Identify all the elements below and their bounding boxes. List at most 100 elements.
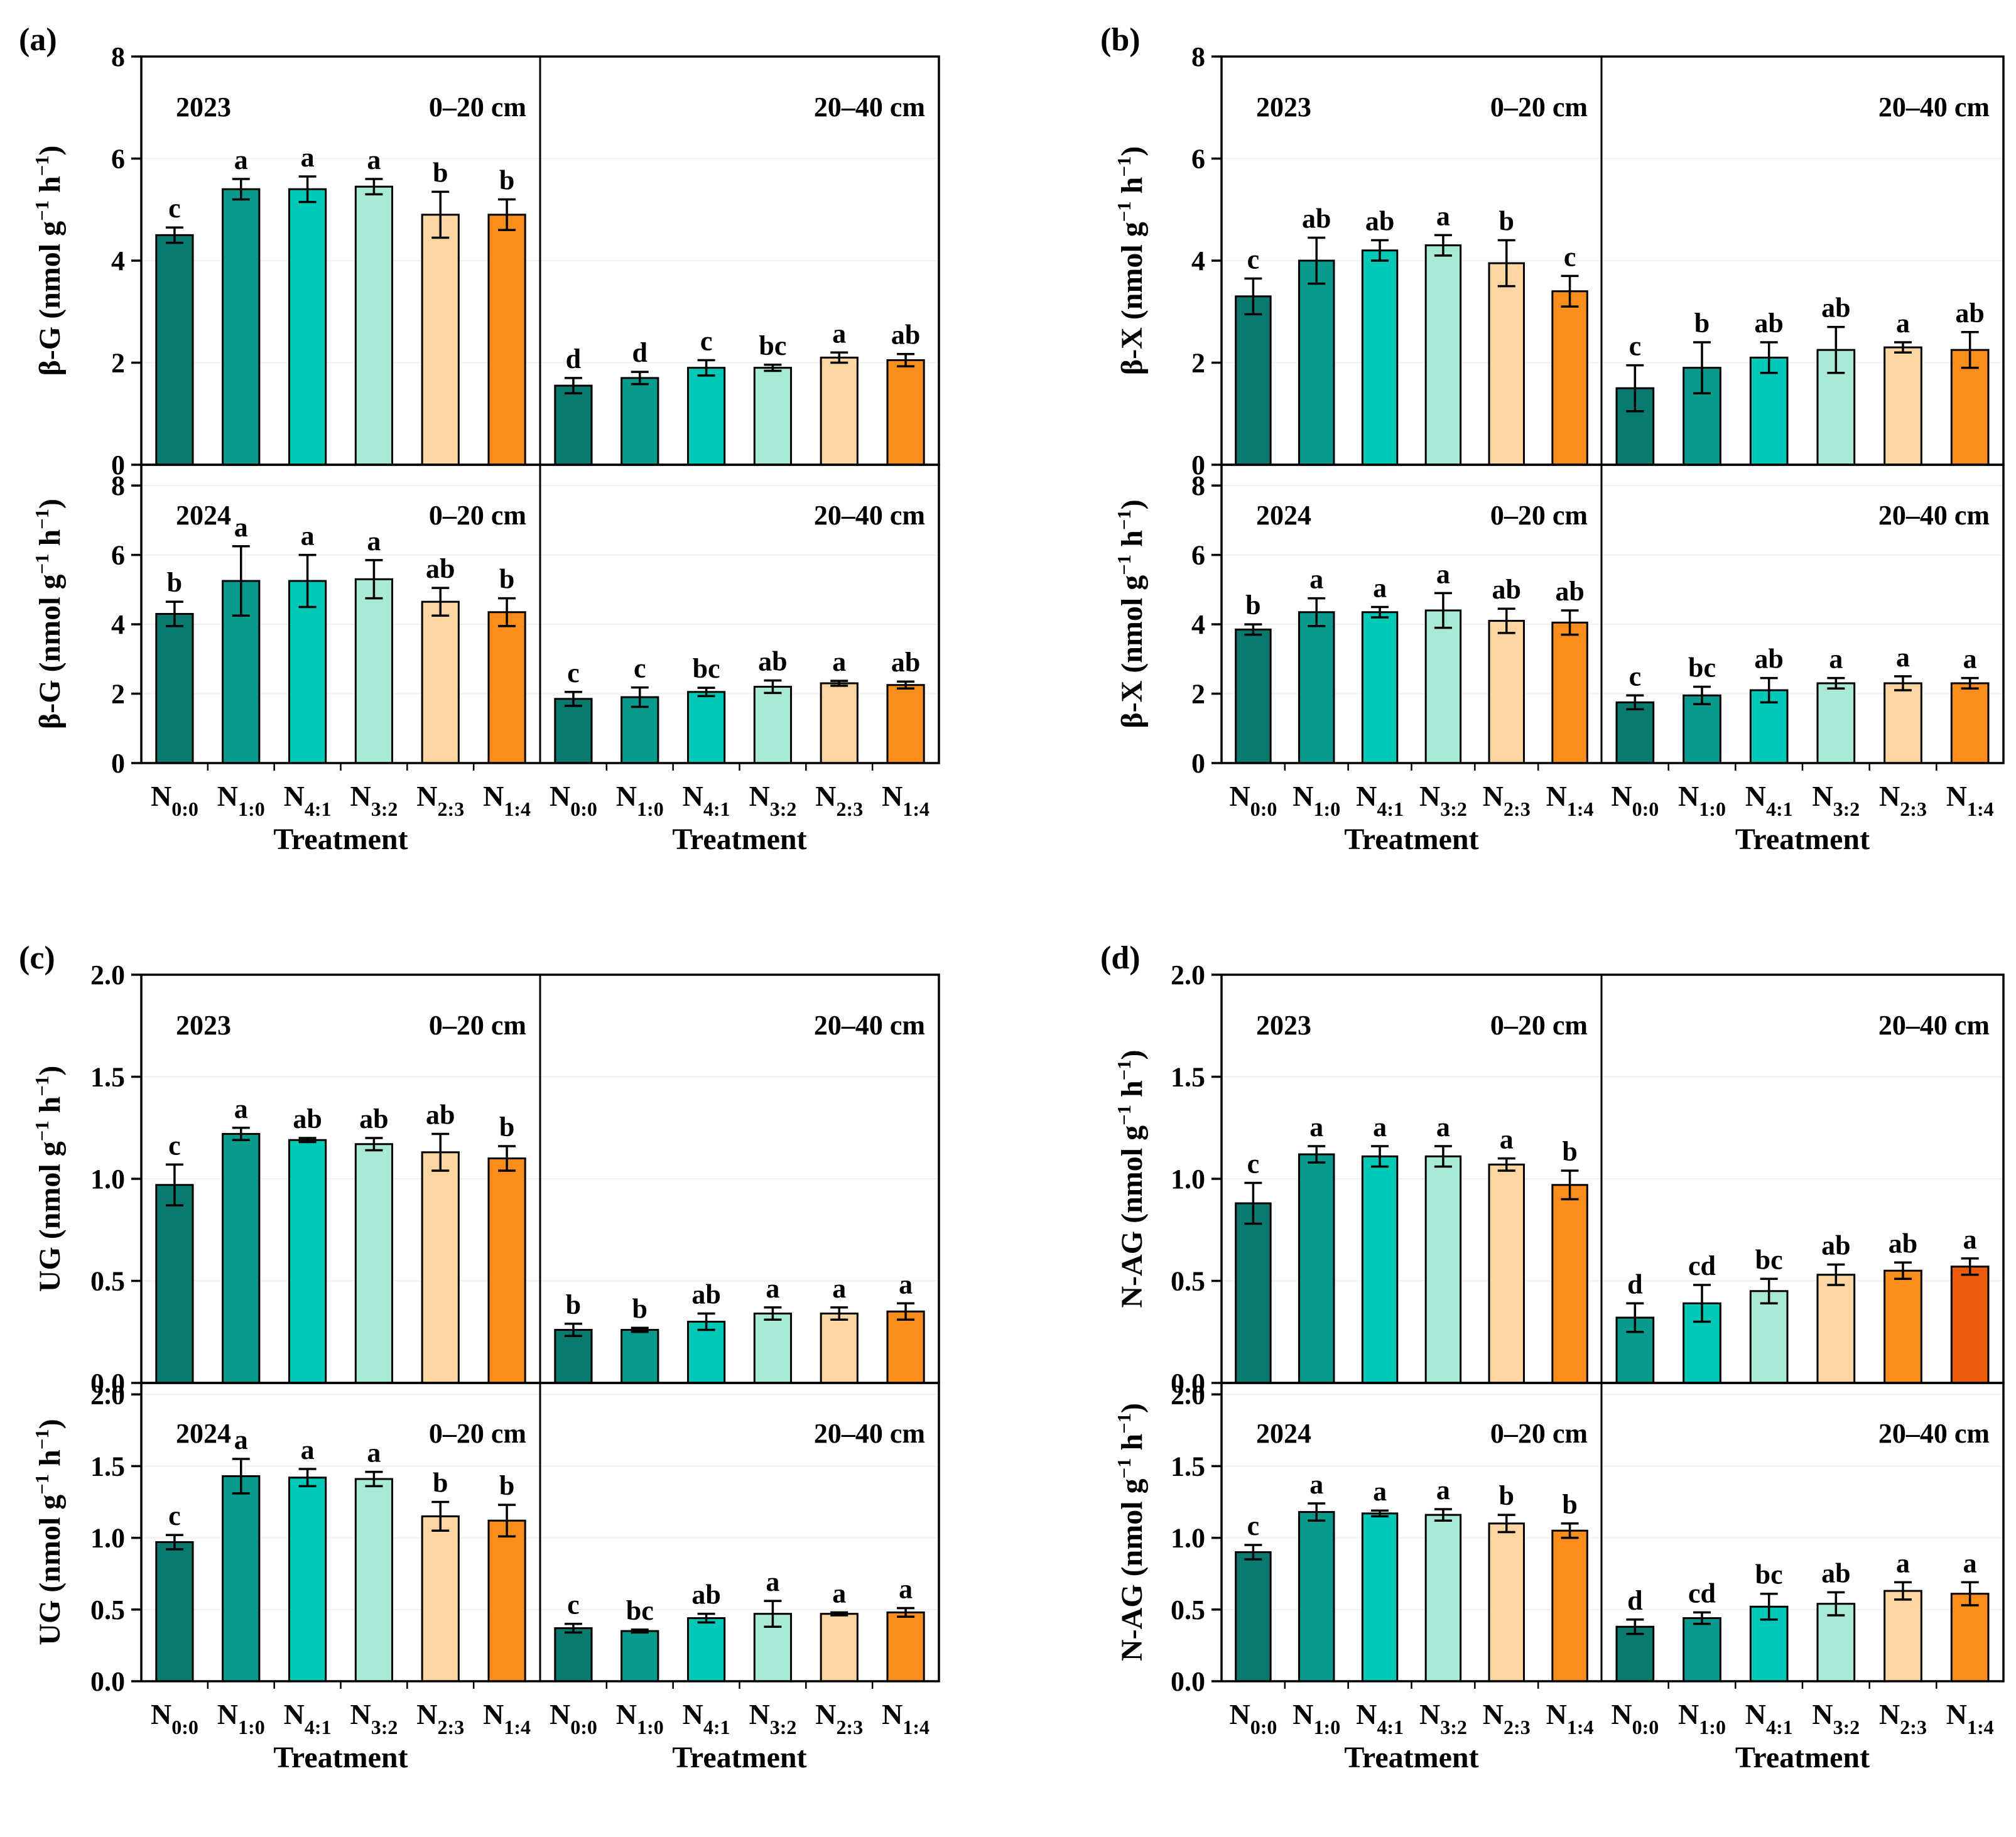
subplot-2024-20-40: d N0:0 cd N1:0 bc N4:1 ab N3:2 a N2:3 a N1:4 Treatme… — [1611, 1418, 1993, 1774]
y-axis-title: β-X (nmol g−1​ h−1​) — [1114, 146, 1149, 375]
sig-letter: a — [234, 512, 248, 543]
bar — [1361, 1512, 1399, 1683]
y-tick-label: 0.0 — [1171, 1666, 1205, 1697]
sig-letter: a — [234, 1424, 248, 1455]
sig-letter: c — [1564, 241, 1576, 272]
bar — [753, 685, 793, 764]
bar — [554, 1329, 593, 1384]
sig-letter: ab — [758, 646, 787, 677]
bar — [1298, 259, 1335, 466]
sig-letter: b — [499, 165, 514, 196]
bar — [1551, 621, 1588, 764]
bar — [621, 1329, 659, 1384]
y-tick-label: 1.0 — [90, 1164, 125, 1195]
bar — [354, 1143, 394, 1384]
bar — [886, 359, 925, 466]
depth-label: 20–40 cm — [814, 500, 925, 531]
sig-letter: ab — [1492, 574, 1521, 605]
bar — [1488, 1163, 1525, 1384]
depth-label: 20–40 cm — [1878, 1418, 1990, 1449]
y-tick-label: 2.0 — [90, 1379, 125, 1410]
depth-label: 0–20 cm — [429, 500, 526, 531]
y-tick-label: 1.5 — [90, 1062, 125, 1093]
sig-letter: c — [567, 658, 580, 688]
sig-letter: ab — [691, 1279, 720, 1310]
y-axis-title: N-AG (nmol g−1​ h−1​) — [1114, 1049, 1149, 1308]
bar — [354, 1478, 394, 1683]
x-tick-label: N1:0 — [217, 1698, 265, 1738]
bar — [686, 691, 726, 764]
bar — [155, 613, 194, 764]
sig-letter: ab — [891, 320, 920, 350]
x-tick-label: N0:0 — [1611, 1698, 1659, 1738]
sig-letter: b — [1562, 1489, 1577, 1520]
x-tick-label: N2:3 — [1879, 1698, 1927, 1738]
sig-letter: a — [1896, 1547, 1910, 1578]
bar — [621, 1630, 659, 1683]
x-tick-label: N3:2 — [350, 1698, 398, 1738]
sig-letter: cd — [1688, 1250, 1716, 1281]
x-tick-label: N4:1 — [1356, 1698, 1404, 1738]
x-tick-label: N4:1 — [1745, 780, 1793, 820]
subplot-2024-0-20: c N0:0 a N1:0 a N4:1 a N3:2 b N2:3 b N1:4 Treatment 2… — [151, 1418, 531, 1774]
sig-letter: a — [234, 144, 248, 175]
x-tick-label: N1:4 — [1946, 780, 1994, 820]
bar — [886, 684, 925, 764]
x-tick-label: N0:0 — [1229, 780, 1277, 820]
sig-letter: b — [499, 1470, 514, 1501]
sig-letter: a — [301, 1434, 315, 1465]
sig-letter: b — [1245, 590, 1260, 620]
y-tick-label: 0.0 — [1171, 1368, 1205, 1399]
subplot-2024-20-40: c N0:0 bc N1:0 ab N4:1 a N3:2 a N2:3 a N1:4 Treatmen… — [1611, 500, 1993, 856]
x-tick-label: N4:1 — [683, 1698, 730, 1738]
x-axis-title: Treatment — [1344, 823, 1478, 856]
sig-letter: b — [1562, 1136, 1577, 1167]
panel-letter: (a) — [19, 22, 57, 58]
bar — [487, 214, 526, 466]
depth-label: 0–20 cm — [429, 1010, 526, 1041]
y-tick-label: 6 — [1191, 144, 1205, 175]
depth-label: 0–20 cm — [1490, 1418, 1588, 1449]
y-tick-label: 1.5 — [90, 1451, 125, 1482]
sig-letter: c — [168, 1500, 181, 1531]
x-tick-label: N3:2 — [350, 780, 398, 820]
bar — [1235, 1202, 1272, 1384]
bar — [554, 384, 593, 466]
year-label: 2023 — [1256, 1010, 1311, 1041]
bar — [1361, 1155, 1399, 1384]
bar — [1298, 1153, 1335, 1384]
y-tick-label: 0 — [1191, 450, 1205, 480]
bar — [421, 214, 460, 466]
sig-letter: ab — [1754, 644, 1783, 675]
bar — [886, 1310, 925, 1384]
y-tick-label: 0 — [111, 450, 125, 480]
bar — [222, 1133, 261, 1384]
sig-letter: ab — [426, 1100, 455, 1130]
bar — [354, 185, 394, 466]
bar — [1551, 290, 1588, 466]
y-tick-label: 0.5 — [90, 1595, 125, 1625]
bar — [686, 1617, 726, 1683]
subplot-2023-0-20: c a a a a b 2023 0–20 cm — [1235, 1010, 1588, 1384]
subplot-2023-20-40: d d c bc a ab 20–40 cm — [554, 92, 925, 466]
x-axis-title: Treatment — [273, 823, 408, 856]
depth-label: 20–40 cm — [814, 92, 925, 122]
x-axis-title: Treatment — [1735, 1741, 1870, 1774]
bar — [1950, 1593, 1990, 1683]
y-axis-title: β-X (nmol g−1​ h−1​) — [1114, 499, 1149, 728]
sig-letter: b — [632, 1293, 648, 1324]
y-tick-label: 2.0 — [1171, 1379, 1205, 1410]
bar — [487, 1157, 526, 1384]
sig-letter: a — [832, 1273, 846, 1304]
sig-letter: ab — [426, 553, 455, 584]
bar — [1883, 346, 1922, 466]
sig-letter: ab — [1555, 576, 1584, 607]
x-tick-label: N2:3 — [1483, 1698, 1531, 1738]
depth-label: 0–20 cm — [1490, 500, 1588, 531]
sig-letter: a — [766, 1566, 779, 1597]
depth-label: 20–40 cm — [1878, 500, 1990, 531]
